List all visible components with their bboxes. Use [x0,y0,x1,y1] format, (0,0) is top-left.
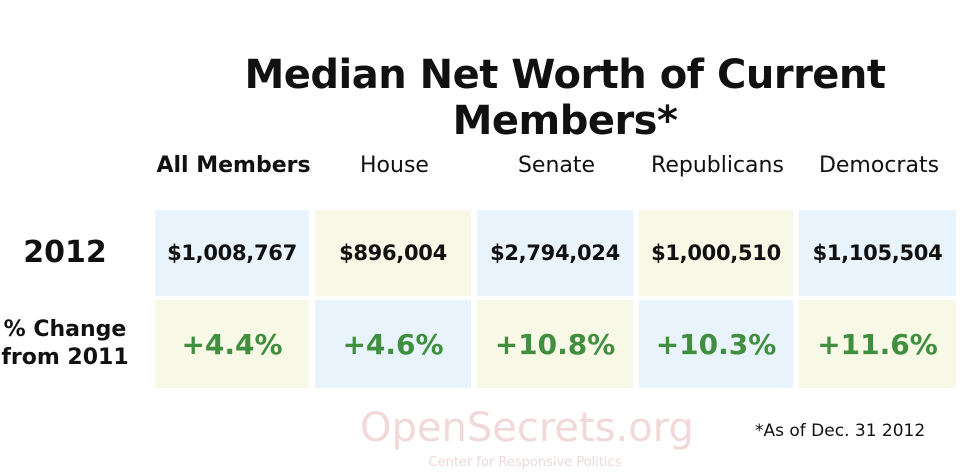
table-cell: +4.4% [155,300,309,388]
table-cell: +10.8% [477,300,633,388]
column-header: House [360,153,429,178]
footnote: *As of Dec. 31 2012 [755,421,926,441]
table-cell: +10.3% [639,300,793,388]
watermark-name: OpenSecrets.org [360,405,694,451]
table-cell: +11.6% [799,300,956,388]
row-label: 2012 [23,235,107,270]
table-cell: $896,004 [315,210,471,296]
column-header: Senate [517,153,596,178]
watermark-tagline: Center for Responsive Politics [428,455,622,470]
table-cell: $2,794,024 [477,210,633,296]
row-label: % Change from 2011 [1,317,129,370]
table-cell: +4.6% [315,300,471,388]
column-header: All Members [156,153,311,178]
title: Median Net Worth of Current Members* [244,52,886,144]
table-cell: $1,105,504 [799,210,956,296]
table-cell: $1,008,767 [155,210,309,296]
table-cell: $1,000,510 [639,210,793,296]
column-header: Democrats [818,153,940,178]
column-header: Republicans [651,153,784,178]
